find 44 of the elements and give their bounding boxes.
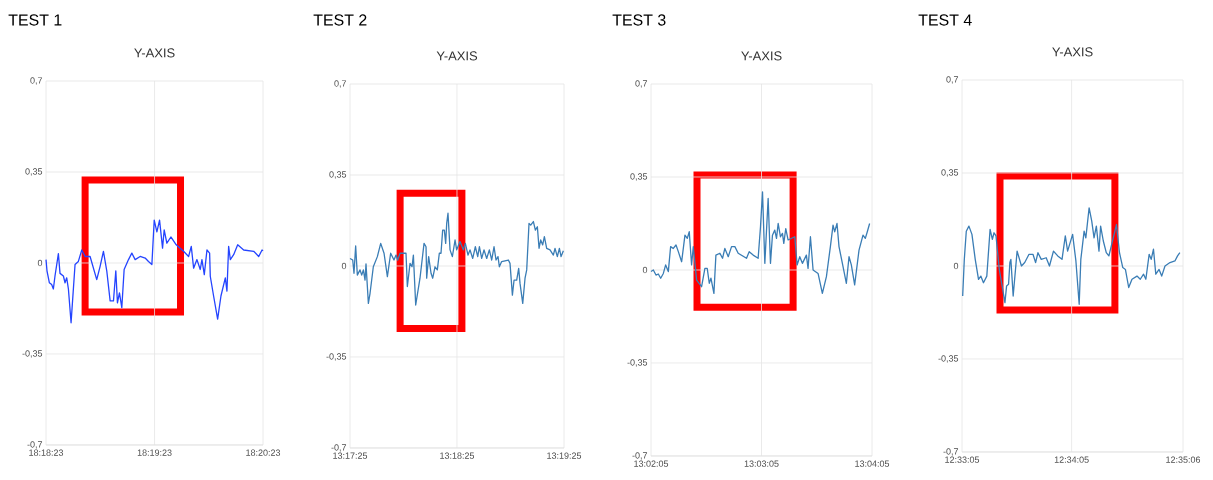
x-tick-label: 13:19:25	[547, 452, 582, 459]
y-tick-label: 0,7	[946, 76, 959, 84]
line-series	[650, 191, 871, 295]
x-tick-label: 13:18:25	[440, 452, 475, 459]
line-series	[349, 212, 565, 306]
y-tick-label: 0,7	[30, 77, 43, 85]
x-tick-label: 12:34:05	[1054, 456, 1089, 463]
x-tick-label: 12:33:05	[945, 456, 980, 463]
chart-subtitle: Y-AXIS	[741, 51, 782, 61]
x-tick-label: 13:17:25	[333, 452, 368, 459]
y-tick-label: 0,35	[630, 173, 648, 181]
x-tick-label: 18:18:23	[29, 449, 64, 456]
x-tick-label: 13:03:05	[744, 460, 779, 467]
y-tick-label: -0,35	[326, 353, 347, 361]
y-tick-label: -0,35	[938, 355, 959, 363]
y-tick-label: -0,7	[632, 452, 648, 460]
y-tick-label: -0,7	[331, 444, 347, 452]
y-tick-label: 0,7	[334, 80, 347, 88]
chart-title: TEST 2	[313, 14, 367, 26]
y-tick-label: 0,7	[635, 80, 648, 88]
chart-subtitle: Y-AXIS	[436, 51, 478, 61]
chart-subtitle: Y-AXIS	[134, 48, 175, 58]
x-tick-label: 12:35:06	[1166, 456, 1201, 463]
chart-title: TEST 1	[8, 14, 62, 26]
y-tick-label: -0,7	[943, 448, 959, 456]
x-tick-label: 18:20:23	[246, 449, 281, 456]
y-tick-label: -0,35	[22, 350, 43, 358]
x-tick-label: 18:19:23	[137, 449, 172, 456]
x-tick-label: 13:04:05	[855, 460, 890, 467]
y-tick-label: 0	[37, 259, 43, 267]
y-tick-label: 0	[341, 262, 347, 270]
chart-subtitle: Y-AXIS	[1052, 47, 1093, 57]
y-tick-label: 0	[642, 266, 648, 274]
line-series	[45, 219, 264, 324]
x-tick-label: 13:02:05	[634, 460, 669, 467]
y-tick-label: 0,35	[941, 169, 959, 177]
line-series	[962, 207, 1181, 305]
y-tick-label: 0,35	[329, 171, 347, 179]
y-tick-label: -0,35	[627, 359, 648, 367]
y-tick-label: 0	[953, 262, 959, 270]
y-tick-label: 0,35	[25, 168, 43, 176]
chart-title: TEST 4	[918, 14, 972, 26]
chart-title: TEST 3	[612, 14, 666, 26]
y-tick-label: -0,7	[27, 441, 43, 449]
